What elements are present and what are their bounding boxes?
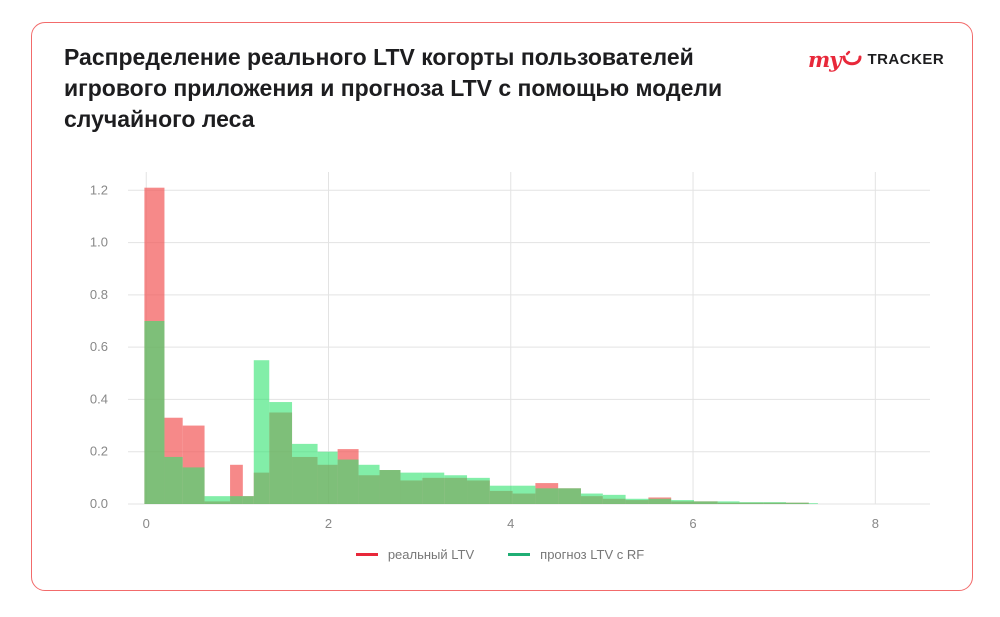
y-tick-label: 1.2: [90, 182, 108, 197]
x-tick-label: 2: [325, 516, 332, 531]
legend-swatch-forecast-ltv: [508, 553, 531, 556]
bar-forecast-ltv: [512, 485, 536, 504]
bar-forecast-ltv: [580, 493, 603, 504]
bar-forecast-ltv: [317, 451, 338, 504]
bar-forecast-ltv: [489, 485, 513, 504]
y-tick-label: 0.2: [90, 444, 108, 459]
bar-forecast-ltv: [786, 502, 809, 504]
y-tick-label: 0.4: [90, 391, 108, 406]
bar-forecast-ltv: [558, 488, 581, 504]
bar-real-ltv: [230, 464, 243, 504]
brand-name: TRACKER: [867, 50, 945, 68]
bar-forecast-ltv: [242, 496, 254, 504]
x-tick-label: 4: [507, 516, 514, 531]
legend-label-real-ltv: реальный LTV: [387, 547, 475, 562]
bar-forecast-ltv: [400, 472, 423, 504]
x-tick-label: 0: [143, 516, 150, 531]
bar-forecast-ltv: [358, 464, 380, 504]
legend-item-forecast-ltv: прогноз LTV с RF: [508, 547, 644, 562]
y-tick-label: 1.0: [90, 235, 108, 250]
bar-forecast-ltv: [535, 488, 559, 504]
bar-forecast-ltv: [763, 502, 787, 504]
bar-forecast-ltv: [602, 494, 626, 504]
bar-forecast-ltv: [444, 475, 468, 504]
bar-forecast-ltv: [717, 501, 740, 504]
bar-forecast-ltv: [269, 402, 293, 504]
bar-forecast-ltv: [204, 496, 231, 504]
bar-forecast-ltv: [693, 501, 718, 504]
chart-legend: реальный LTV прогноз LTV с RF: [0, 547, 1000, 562]
bar-forecast-ltv: [182, 467, 205, 504]
brand-logo: my TRACKER: [808, 44, 944, 74]
smile-logo-icon: [842, 50, 862, 66]
bar-forecast-ltv: [164, 456, 183, 504]
bar-forecast-ltv: [337, 459, 359, 504]
legend-swatch-real-ltv: [355, 553, 378, 556]
bar-forecast-ltv: [292, 443, 318, 504]
legend-item-real-ltv: реальный LTV: [355, 547, 475, 562]
bar-forecast-ltv: [379, 470, 401, 504]
bar-forecast-ltv: [230, 496, 243, 504]
y-tick-label: 0.8: [90, 287, 108, 302]
bar-forecast-ltv: [253, 360, 270, 504]
bar-forecast-ltv: [422, 472, 445, 504]
chart-title: Распределение реального LTV когорты поль…: [64, 44, 723, 132]
bar-forecast-ltv: [808, 503, 818, 504]
bar-forecast-ltv: [671, 500, 694, 504]
y-tick-label: 0.6: [90, 339, 108, 354]
bar-forecast-ltv: [625, 498, 649, 504]
bar-forecast-ltv: [467, 477, 490, 504]
brand-prefix: my: [808, 46, 841, 72]
x-tick-label: 8: [872, 516, 879, 531]
x-tick-label: 6: [689, 516, 696, 531]
y-tick-label: 0.0: [90, 496, 108, 511]
bar-forecast-ltv: [648, 498, 672, 504]
bar-forecast-ltv: [144, 321, 165, 504]
legend-label-forecast-ltv: прогноз LTV с RF: [540, 547, 645, 562]
bar-forecast-ltv: [739, 502, 764, 504]
